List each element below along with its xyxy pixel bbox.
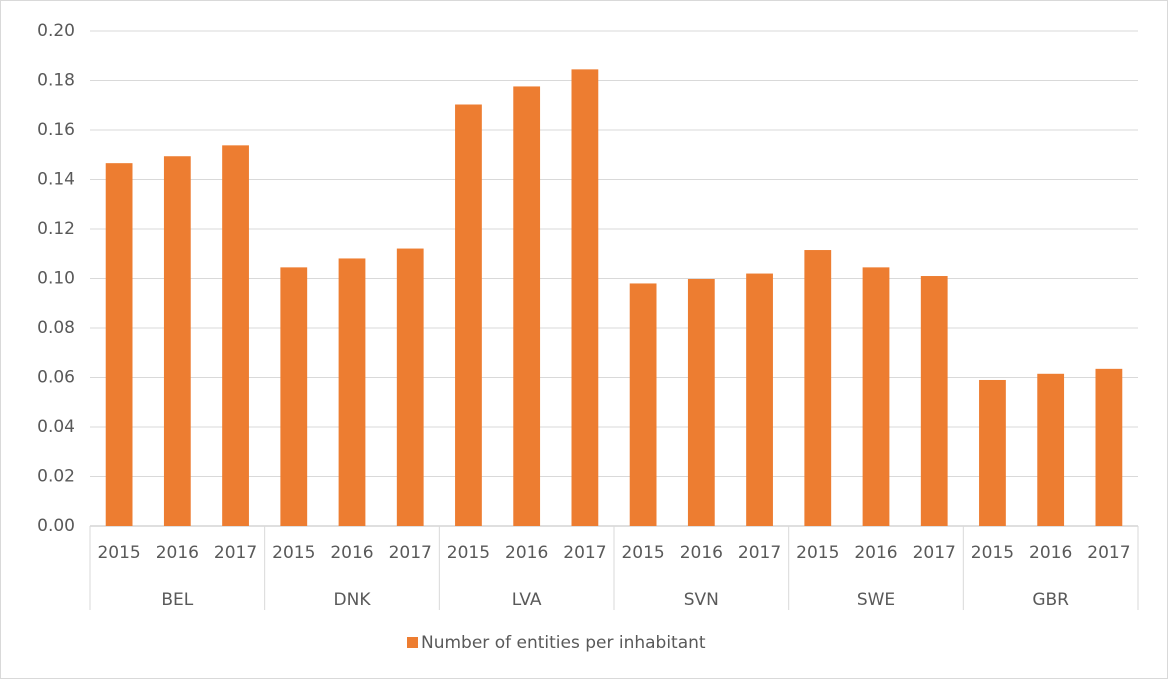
x-tick-label: 2017 <box>738 543 781 563</box>
x-tick-label: 2017 <box>1087 543 1130 563</box>
y-tick-label: 0.00 <box>37 516 75 536</box>
bar <box>513 86 541 526</box>
x-tick-label: 2017 <box>389 543 432 563</box>
bar <box>804 250 832 526</box>
y-tick-label: 0.14 <box>37 170 75 190</box>
bar <box>920 276 948 526</box>
bar <box>629 283 657 526</box>
group-label: DNK <box>334 590 372 610</box>
legend-label: Number of entities per inhabitant <box>421 633 706 653</box>
y-tick-label: 0.02 <box>37 467 75 487</box>
x-tick-label: 2015 <box>971 543 1014 563</box>
x-tick-label: 2016 <box>330 543 373 563</box>
y-tick-label: 0.16 <box>37 120 75 140</box>
bar <box>979 379 1006 526</box>
y-tick-label: 0.12 <box>37 219 75 239</box>
x-tick-label: 2015 <box>796 543 839 563</box>
x-tick-label: 2017 <box>214 543 257 563</box>
x-tick-label: 2015 <box>97 543 140 563</box>
bar <box>163 156 191 527</box>
group-label: SVN <box>684 590 719 610</box>
group-label: LVA <box>512 590 542 610</box>
bar <box>280 267 308 526</box>
group-label: BEL <box>161 590 193 610</box>
bar <box>455 104 482 526</box>
y-tick-label: 0.06 <box>37 368 75 388</box>
x-tick-label: 2016 <box>1029 543 1072 563</box>
x-tick-label: 2015 <box>621 543 664 563</box>
x-tick-label: 2015 <box>447 543 490 563</box>
y-tick-label: 0.20 <box>37 21 75 41</box>
x-tick-label: 2016 <box>156 543 199 563</box>
x-tick-label: 2016 <box>680 543 723 563</box>
group-label: GBR <box>1032 590 1069 610</box>
bar <box>396 248 424 527</box>
y-tick-label: 0.10 <box>37 269 75 289</box>
bar <box>1037 373 1065 526</box>
bar <box>746 273 773 526</box>
y-tick-label: 0.04 <box>37 417 75 437</box>
bar <box>862 267 890 526</box>
x-tick-label: 2015 <box>272 543 315 563</box>
y-tick-label: 0.08 <box>37 318 75 338</box>
x-tick-label: 2017 <box>913 543 956 563</box>
bar <box>105 163 133 527</box>
x-tick-label: 2016 <box>505 543 548 563</box>
bar <box>338 258 366 526</box>
bar <box>222 145 249 526</box>
bar <box>1095 368 1123 526</box>
y-tick-label: 0.18 <box>37 71 75 91</box>
group-label: SWE <box>857 590 895 610</box>
bar <box>571 69 599 527</box>
x-tick-label: 2017 <box>563 543 606 563</box>
bar <box>687 278 715 526</box>
legend-swatch <box>407 637 418 648</box>
x-tick-label: 2016 <box>854 543 897 563</box>
